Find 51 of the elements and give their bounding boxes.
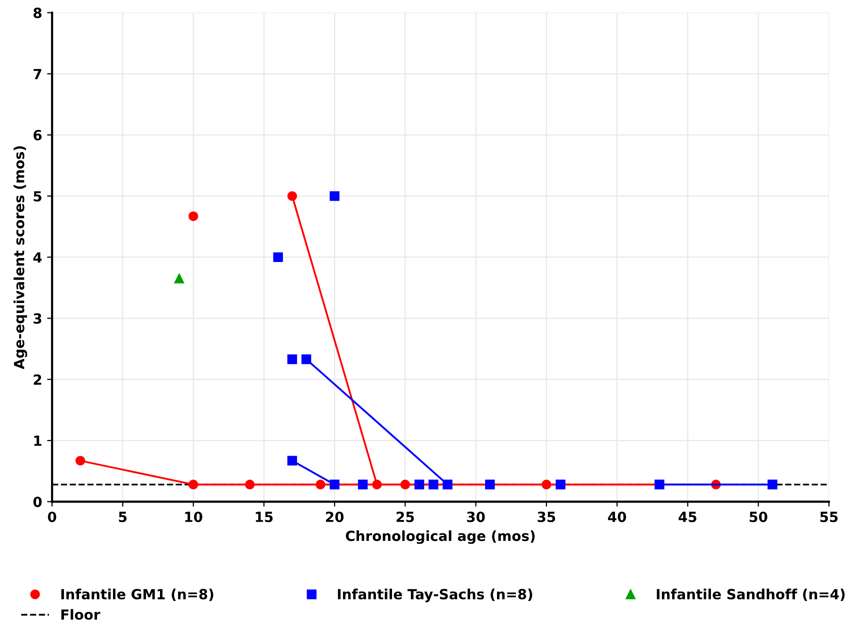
y-axis-title: Age-equivalent scores (mos) [14,146,28,370]
y-tick-label: 3 [34,313,42,324]
legend-label: Infantile GM1 (n=8) [61,588,214,602]
x-tick-label: 15 [256,512,273,522]
point [174,274,184,284]
point [287,354,298,364]
point [330,191,340,201]
y-tick-label: 1 [34,436,42,446]
point [542,480,552,490]
point [400,480,410,490]
x-tick-label: 25 [396,512,414,522]
y-tick-label: 0 [33,496,42,508]
point [556,480,566,490]
point [330,480,340,490]
point [358,480,368,490]
y-tick-label: 6 [34,130,42,140]
y-tick-label: 4 [33,252,42,262]
point [316,480,326,490]
x-axis-title: Chronological age (mos) [346,530,535,544]
x-tick-label: 5 [118,512,127,522]
x-tick-label: 50 [750,512,768,522]
point [273,252,283,262]
point [442,480,452,490]
x-tick-label: 30 [467,512,485,522]
x-tick-label: 0 [48,512,56,522]
legend-label: Floor [61,609,100,620]
y-tick-label: 5 [34,191,42,202]
point [372,480,382,490]
point [287,456,298,466]
point [75,456,86,466]
point [428,480,438,490]
x-tick-label: 45 [678,512,696,522]
x-tick-label: 10 [185,512,202,522]
x-tick-label: 55 [820,512,838,522]
point [244,480,255,490]
y-tick-label: 2 [34,374,42,385]
point [654,480,664,490]
point [485,480,495,490]
x-tick-label: 20 [326,512,344,522]
x-tick-label: 35 [538,512,556,522]
point [188,480,198,490]
point [301,354,312,364]
point [287,191,298,201]
point [414,480,424,490]
y-tick-label: 8 [34,8,42,18]
legend-label: Infantile Sandhoff (n=4) [656,588,845,602]
point [188,211,198,222]
x-tick-label: 40 [608,512,626,522]
legend-label: Infantile Tay-Sachs (n=8) [338,588,532,602]
y-tick-label: 7 [34,68,42,80]
point [768,480,778,490]
